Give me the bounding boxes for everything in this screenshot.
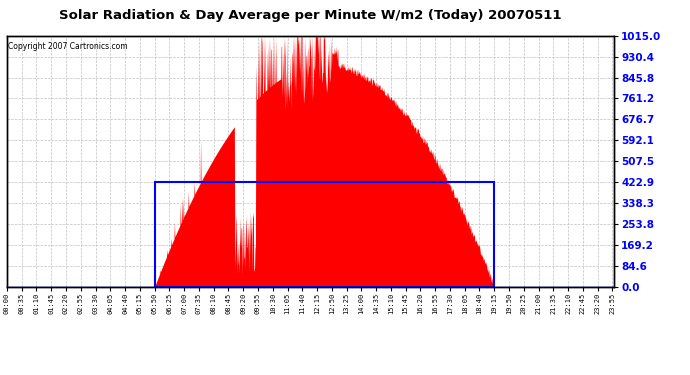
- Text: Copyright 2007 Cartronics.com: Copyright 2007 Cartronics.com: [8, 42, 128, 51]
- Bar: [155, 182, 494, 287]
- Text: Solar Radiation & Day Average per Minute W/m2 (Today) 20070511: Solar Radiation & Day Average per Minute…: [59, 9, 562, 22]
